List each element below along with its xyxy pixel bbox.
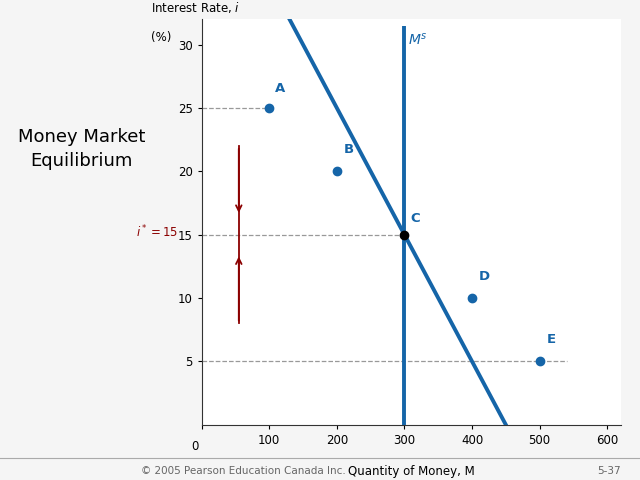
- Text: A: A: [275, 82, 285, 95]
- Text: 5-37: 5-37: [597, 466, 621, 476]
- Text: Quantity of Money, M: Quantity of Money, M: [348, 466, 475, 479]
- Text: D: D: [479, 270, 490, 283]
- Text: 0: 0: [191, 440, 198, 453]
- Text: B: B: [344, 143, 354, 156]
- Text: © 2005 Pearson Education Canada Inc.: © 2005 Pearson Education Canada Inc.: [141, 466, 346, 476]
- Text: E: E: [547, 333, 556, 346]
- Text: Money Market
Equilibrium: Money Market Equilibrium: [17, 128, 145, 169]
- Text: $i^* = 15$: $i^* = 15$: [136, 224, 178, 240]
- Text: C: C: [410, 212, 420, 225]
- Text: Interest Rate, $i$: Interest Rate, $i$: [151, 0, 241, 15]
- Text: $M^s$: $M^s$: [408, 32, 428, 48]
- Text: (%): (%): [151, 31, 172, 44]
